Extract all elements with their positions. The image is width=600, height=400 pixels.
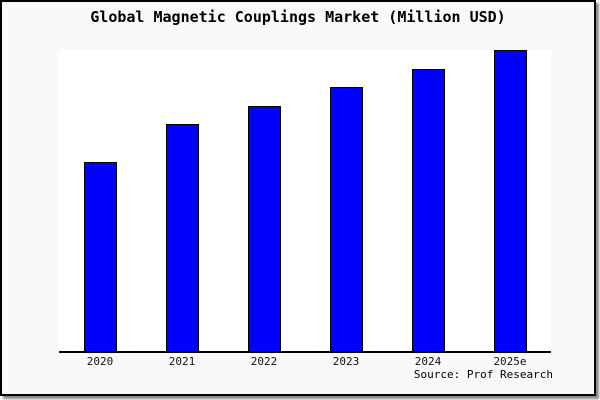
x-tick-label-2022: 2022 [250,355,278,368]
bar-2020 [83,162,117,351]
bar-2024 [411,69,445,351]
x-tick-label-2020: 2020 [86,355,114,368]
bar-2022 [247,106,281,351]
bar-2025e [493,50,527,351]
x-tick-label-2021: 2021 [168,355,196,368]
x-tick-label-2024: 2024 [414,355,442,368]
x-tick-label-2023: 2023 [332,355,360,368]
source-note: Source: Prof Research [413,368,553,381]
x-tick-label-2025e: 2025e [493,355,527,368]
bar-2021 [165,124,199,351]
bar-2023 [329,87,363,351]
chart-title: Global Magnetic Couplings Market (Millio… [90,8,506,26]
plot-area [59,50,551,353]
